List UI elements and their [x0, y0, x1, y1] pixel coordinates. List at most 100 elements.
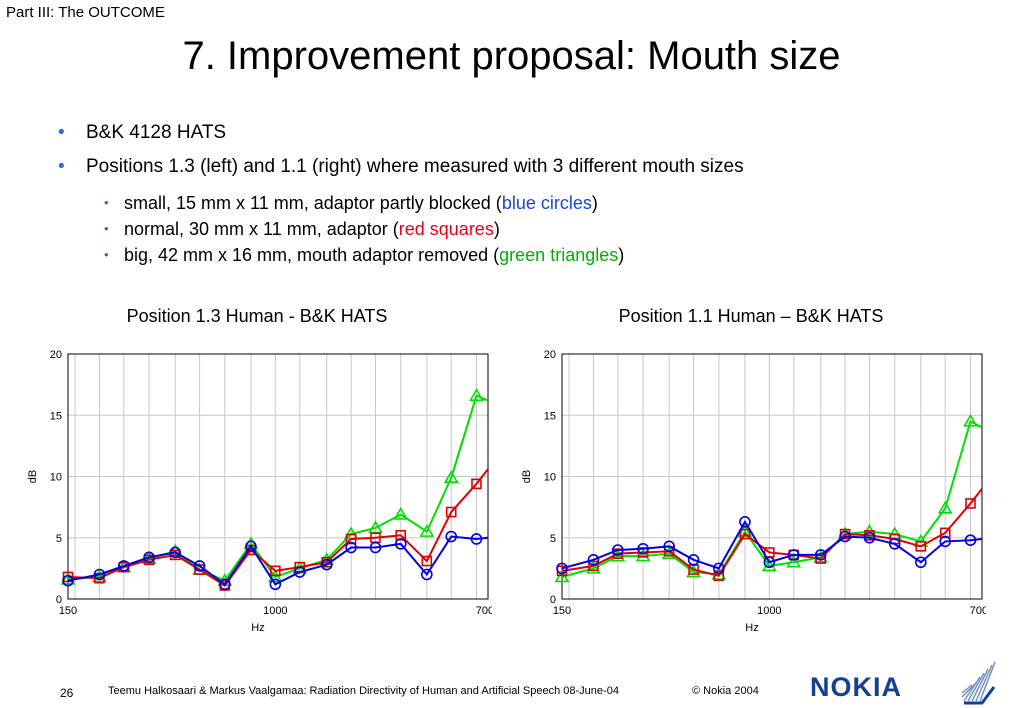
data-point-triangle: [469, 388, 484, 401]
data-point-circle: [787, 549, 800, 561]
x-tick-label: 1000: [757, 605, 781, 617]
data-point-circle: [863, 531, 876, 544]
chart-title: Position 1.3 Human - B&K HATS: [126, 306, 388, 326]
y-tick-label: 10: [544, 472, 556, 484]
x-axis-label: Hz: [251, 622, 264, 634]
data-point-square: [713, 570, 725, 582]
sub-bullet-normal: normal, 30 mm x 11 mm, adaptor (red squa…: [58, 216, 744, 242]
data-point-circle: [814, 549, 827, 561]
data-point-square: [345, 533, 357, 545]
x-tick-label: 7000: [970, 605, 986, 617]
data-point-square: [421, 555, 433, 567]
data-point-square: [62, 571, 74, 583]
plot-frame: [561, 353, 983, 600]
data-point-triangle: [786, 554, 802, 568]
data-point-circle: [62, 574, 74, 587]
data-point-circle: [556, 562, 568, 575]
chart-plot: 0 5 10 15 20 150 1000 7000 Hz dB: [27, 349, 492, 634]
chart-plot: 0 5 10 15 20 150 1000 7000 Hz dB: [521, 349, 986, 634]
slide-title: 7. Improvement proposal: Mouth size: [182, 34, 841, 78]
plot-frame: [67, 353, 489, 600]
data-point-circle: [219, 578, 231, 591]
data-point-triangle: [737, 524, 753, 537]
y-tick-label: 15: [544, 410, 556, 422]
sub-bullet-small-text: small, 15 mm x 11 mm, adaptor partly blo…: [124, 193, 502, 213]
data-point-triangle: [963, 413, 978, 427]
data-point-circle: [739, 516, 751, 528]
bullet-list: B&K 4128 HATS Positions 1.3 (left) and 1…: [58, 122, 744, 268]
data-point-circle: [345, 541, 357, 554]
x-tick-label: 1000: [263, 605, 287, 617]
data-point-circle: [118, 560, 130, 572]
chart-title: Position 1.1 Human – B&K HATS: [618, 306, 884, 326]
y-tick-label: 20: [50, 349, 62, 361]
data-point-circle: [763, 556, 776, 569]
sub-bullet-big: big, 42 mm x 16 mm, mouth adaptor remove…: [58, 242, 744, 268]
data-point-circle: [245, 540, 257, 553]
data-point-triangle: [635, 548, 651, 562]
data-point-triangle: [937, 500, 953, 514]
data-point-circle: [445, 530, 458, 543]
bullet-positions: Positions 1.3 (left) and 1.1 (right) whe…: [58, 156, 744, 178]
data-point-circle: [612, 544, 624, 556]
legend-blue-circles: blue circles: [501, 193, 592, 213]
sub-bullet-small-end: ): [591, 193, 598, 213]
data-point-square: [939, 527, 951, 539]
bullet-hats: B&K 4128 HATS: [58, 122, 744, 144]
data-point-square: [588, 560, 599, 572]
data-point-circle: [93, 568, 106, 581]
data-point-circle: [687, 554, 700, 566]
data-point-square: [445, 506, 457, 518]
data-point-circle: [320, 558, 333, 571]
data-point-circle: [169, 546, 181, 559]
data-point-triangle: [761, 558, 777, 572]
y-axis-label: dB: [521, 470, 533, 483]
sub-bullet-normal-text: normal, 30 mm x 11 mm, adaptor (: [124, 219, 399, 239]
data-point-circle: [269, 578, 282, 591]
data-point-square: [471, 478, 482, 490]
data-point-triangle: [586, 560, 601, 574]
y-tick-label: 0: [550, 594, 556, 606]
data-point-triangle: [554, 569, 570, 583]
x-tick-label: 7000: [476, 605, 492, 617]
y-tick-label: 5: [550, 533, 556, 545]
chart-position-1-1: Position 1.1 Human – B&K HATS 0 5 10 15 20 15…: [516, 306, 986, 636]
data-point-circle: [964, 534, 977, 546]
y-tick-label: 5: [56, 533, 62, 545]
data-point-circle: [143, 551, 155, 564]
data-point-triangle: [443, 470, 459, 484]
data-point-circle: [637, 542, 649, 555]
data-point-circle: [663, 540, 675, 553]
sub-bullet-big-end: ): [618, 245, 625, 265]
data-point-triangle: [393, 506, 409, 520]
data-point-circle: [587, 554, 600, 566]
data-point-circle: [369, 541, 382, 554]
sub-bullet-normal-end: ): [493, 219, 500, 239]
data-point-circle: [470, 533, 483, 545]
connecting-hands-logo-icon: [961, 661, 996, 705]
data-point-triangle: [711, 566, 727, 580]
data-point-circle: [394, 538, 407, 550]
data-point-circle: [839, 530, 851, 543]
x-tick-label: 150: [59, 605, 77, 617]
y-tick-label: 20: [544, 349, 556, 361]
legend-green-triangles: green triangles: [499, 245, 619, 265]
data-point-circle: [193, 560, 206, 572]
x-tick-label: 150: [553, 605, 571, 617]
data-point-circle: [939, 535, 952, 548]
legend-red-squares: red squares: [398, 219, 494, 239]
data-point-square: [270, 565, 281, 577]
data-point-triangle: [419, 524, 435, 537]
data-point-triangle: [267, 569, 283, 583]
data-point-square: [739, 528, 751, 540]
y-tick-label: 10: [50, 472, 62, 484]
y-tick-label: 0: [56, 594, 62, 606]
section-label: Part III: The OUTCOME: [6, 4, 165, 21]
y-tick-label: 15: [50, 410, 62, 422]
data-point-square: [965, 498, 976, 509]
data-point-square: [915, 541, 927, 552]
footer-copyright: © Nokia 2004: [692, 685, 759, 697]
data-point-square: [395, 530, 407, 541]
data-point-circle: [888, 538, 901, 550]
y-axis-label: dB: [27, 470, 39, 483]
